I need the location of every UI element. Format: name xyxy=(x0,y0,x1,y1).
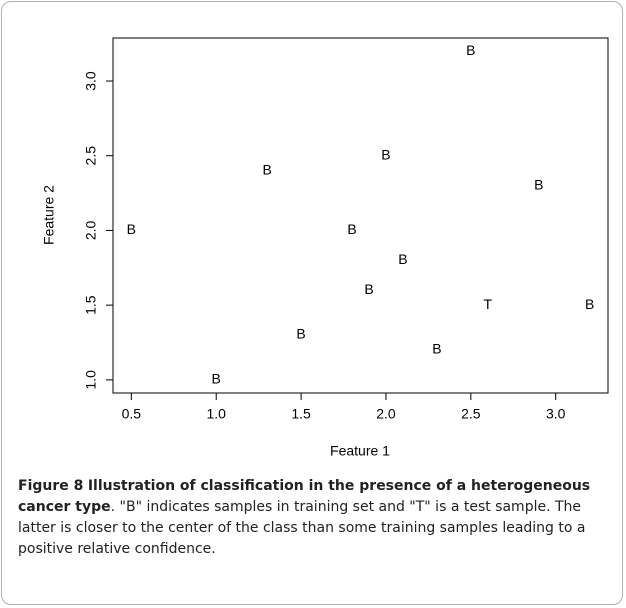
point-marker: B xyxy=(127,221,136,237)
y-tick-label: 2.5 xyxy=(83,146,99,166)
caption-text: . "B" indicates samples in training set … xyxy=(18,499,586,557)
y-tick-label: 3.0 xyxy=(83,71,99,91)
caption-label: Figure 8 xyxy=(18,478,84,494)
y-tick-label: 2.0 xyxy=(83,220,99,240)
point-marker: B xyxy=(381,146,390,162)
point-marker: B xyxy=(364,281,373,297)
y-tick-label: 1.5 xyxy=(83,295,99,315)
x-tick-label: 1.5 xyxy=(291,406,311,422)
y-tick-label: 1.0 xyxy=(83,370,99,390)
point-marker: B xyxy=(262,161,271,177)
chart: Feature 1 Feature 2 0.5 1.0 1.5 2.0 2.5 3.0 1.… xyxy=(41,37,609,459)
point-marker: B xyxy=(534,176,543,192)
y-axis-label: Feature 2 xyxy=(41,185,57,245)
x-tick-label: 0.5 xyxy=(122,406,142,422)
point-marker: B xyxy=(398,251,407,267)
x-axis-label: Feature 1 xyxy=(330,443,390,459)
x-tick-label: 1.0 xyxy=(206,406,226,422)
caption: Figure 8 Illustration of classification … xyxy=(18,476,608,560)
caption-title: Illustration of classification in the pr… xyxy=(18,478,591,515)
point-marker: B xyxy=(296,326,305,342)
point-marker: B xyxy=(432,341,441,357)
point-marker: T xyxy=(484,296,493,312)
point-marker: B xyxy=(585,296,594,312)
plot-box xyxy=(112,37,609,394)
point-marker: B xyxy=(212,371,221,387)
point-marker: B xyxy=(466,42,475,58)
x-tick-label: 2.0 xyxy=(376,406,396,422)
x-tick-label: 2.5 xyxy=(461,406,481,422)
x-tick-label: 3.0 xyxy=(546,406,566,422)
point-marker: B xyxy=(347,221,356,237)
